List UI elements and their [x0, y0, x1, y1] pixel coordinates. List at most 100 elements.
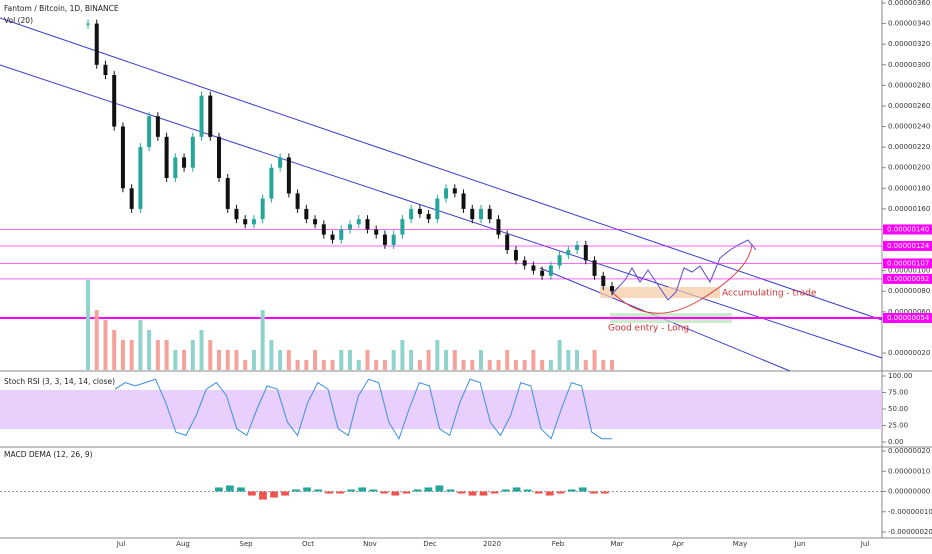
volume-bar — [522, 360, 527, 370]
volume-bar — [208, 340, 213, 370]
candle — [610, 286, 614, 292]
volume-bar — [199, 330, 204, 370]
candle — [339, 229, 344, 240]
macd-bar — [479, 491, 488, 496]
volume-bar — [592, 350, 597, 370]
y-tick-label: 0.00000180 — [888, 184, 930, 192]
macd-bar — [336, 491, 345, 494]
candle — [531, 265, 536, 271]
volume-bar — [304, 360, 309, 370]
x-tick-label: Jun — [794, 540, 806, 548]
y-tick-label: 25.00 — [888, 422, 908, 430]
candle — [365, 219, 370, 230]
candle — [548, 265, 553, 276]
volume-bar — [295, 360, 300, 370]
candle — [479, 208, 483, 220]
volume-bar — [103, 320, 108, 370]
price-badge — [883, 313, 932, 323]
macd-bar — [578, 487, 587, 492]
macd-bar — [424, 487, 433, 492]
y-tick-label: 75.00 — [888, 389, 908, 397]
macd-bar — [512, 487, 521, 492]
macd-bar — [402, 491, 411, 494]
volume-bar — [417, 360, 422, 370]
volume-bar — [566, 350, 571, 370]
candle — [601, 275, 606, 287]
volume-title: Vol (20) — [4, 16, 33, 25]
volume-bar — [409, 350, 414, 370]
candle — [251, 219, 256, 225]
candle — [356, 219, 361, 225]
x-tick-label: Nov — [363, 540, 377, 548]
candle — [444, 188, 449, 199]
candle — [540, 270, 545, 276]
candle — [199, 95, 204, 137]
price-badge — [883, 224, 932, 235]
candle — [583, 244, 588, 261]
candle — [173, 157, 178, 178]
volume-bar — [321, 360, 326, 370]
pane-borders — [0, 0, 932, 539]
candle — [513, 250, 518, 261]
candle — [400, 219, 405, 235]
macd-bar — [413, 489, 422, 492]
candle — [138, 147, 143, 209]
volume-bar — [348, 350, 352, 370]
annotation: Good entry - Long — [608, 324, 689, 334]
volume-bar — [365, 350, 370, 370]
candle — [382, 234, 387, 245]
macd-bar — [314, 489, 322, 492]
candle — [260, 198, 265, 220]
x-tick-label: Sep — [239, 540, 253, 548]
candle — [208, 95, 213, 137]
volume-bar — [610, 360, 614, 370]
volume-bar — [391, 350, 396, 370]
price-badge — [883, 273, 932, 284]
volume-bar — [182, 350, 187, 370]
volume-bar — [339, 350, 344, 370]
price-badge-label: 0.00000107 — [887, 259, 929, 267]
volume-bar — [164, 340, 169, 370]
price-badge-label: 0.00000054 — [887, 314, 930, 322]
macd-bar — [248, 491, 256, 496]
volume-bar — [120, 340, 125, 370]
volume-bar — [496, 360, 501, 370]
volume-bar — [531, 350, 536, 370]
x-tick-label: Mar — [610, 540, 623, 548]
y-tick-label: 0.00000100 — [888, 267, 930, 275]
candle — [182, 157, 187, 168]
x-tick-label: Aug — [176, 540, 190, 548]
y-tick-label: 0.00000160 — [888, 205, 930, 213]
macd-bar — [292, 489, 300, 492]
volume-bar — [173, 350, 178, 370]
candle — [190, 136, 195, 168]
macd-bar — [490, 491, 499, 494]
candle — [435, 198, 440, 220]
y-tick-label: 0.00000340 — [888, 20, 930, 28]
macd-bar — [237, 487, 245, 492]
macd-bar — [391, 491, 400, 496]
volume-bar — [382, 360, 387, 370]
macd-bar — [589, 491, 598, 494]
macd-bar — [545, 491, 554, 496]
y-tick-label: 0.00000060 — [888, 308, 930, 316]
y-tick-label: -0.00000020 — [888, 528, 932, 536]
volume-bar — [86, 280, 90, 370]
symbol-title: Fantom / Bitcoin, 1D, BINANCE — [4, 4, 119, 13]
y-tick-label: 0.00000240 — [888, 123, 930, 131]
volume-bar — [487, 360, 492, 370]
candle — [86, 23, 90, 25]
macd-bar — [600, 491, 609, 494]
candle — [470, 208, 475, 220]
volume-bar — [243, 360, 248, 370]
candle — [278, 157, 283, 168]
macd-bar — [347, 489, 356, 492]
candle — [234, 208, 239, 220]
volume-bar — [129, 340, 134, 370]
volume-bar — [548, 360, 553, 370]
y-tick-label: 0.00000300 — [888, 61, 930, 69]
volume-bar — [147, 330, 152, 370]
volume-bar — [313, 350, 318, 370]
x-tick-label: Oct — [302, 540, 314, 548]
macd-bar — [446, 489, 455, 492]
